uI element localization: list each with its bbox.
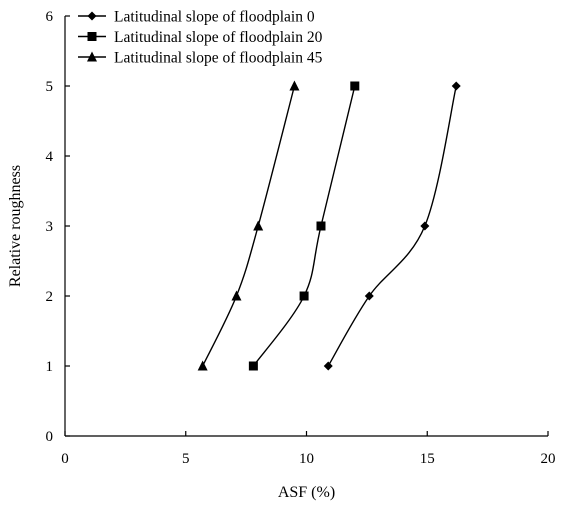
- series-1: [248, 81, 360, 371]
- x-tick-label: 15: [420, 451, 435, 467]
- data-point-2: [231, 290, 242, 301]
- data-point-0: [420, 221, 430, 231]
- data-point-1: [248, 361, 258, 371]
- x-tick-label: 0: [61, 451, 69, 467]
- x-ticks: 0 5 10 15 20: [61, 431, 556, 467]
- legend-marker-2: [87, 51, 97, 62]
- data-point-0: [323, 361, 333, 371]
- x-tick-label: 20: [541, 451, 556, 467]
- series-0: [323, 81, 461, 371]
- legend-item-0: Latitudinal slope of floodplain 0: [78, 9, 315, 26]
- series-layer: [197, 80, 461, 371]
- data-point-1: [350, 81, 360, 91]
- series-2: [197, 80, 300, 371]
- y-tick-label: 4: [46, 149, 54, 165]
- x-tick-label: 5: [182, 451, 190, 467]
- y-ticks: 0 1 2 3 4 5 6: [46, 9, 70, 445]
- data-point-2: [289, 80, 300, 91]
- y-tick-label: 3: [46, 219, 54, 235]
- data-point-1: [316, 221, 326, 231]
- y-tick-label: 0: [46, 429, 54, 445]
- data-point-0: [364, 291, 374, 301]
- data-point-1: [299, 291, 309, 301]
- x-tick-label: 10: [299, 451, 314, 467]
- series-line-2: [202, 85, 296, 367]
- legend-item-1: Latitudinal slope of floodplain 20: [78, 29, 323, 46]
- x-axis-title: ASF (%): [278, 484, 335, 501]
- series-line-0: [327, 85, 457, 367]
- y-tick-label: 5: [46, 79, 54, 95]
- legend: Latitudinal slope of floodplain 0 Latitud…: [78, 9, 323, 67]
- axes: [64, 16, 548, 437]
- legend-label-1: Latitudinal slope of floodplain 20: [114, 29, 323, 46]
- y-tick-label: 2: [46, 289, 54, 305]
- data-point-0: [451, 81, 461, 91]
- y-axis-title: Relative roughness: [7, 165, 24, 287]
- data-point-2: [197, 360, 208, 371]
- y-tick-label: 1: [46, 359, 54, 375]
- data-point-2: [253, 220, 264, 231]
- legend-label-0: Latitudinal slope of floodplain 0: [114, 9, 315, 26]
- legend-label-2: Latitudinal slope of floodplain 45: [114, 50, 323, 67]
- legend-marker-0: [87, 11, 97, 21]
- legend-item-2: Latitudinal slope of floodplain 45: [78, 50, 323, 67]
- y-tick-label: 6: [46, 9, 54, 25]
- legend-marker-1: [87, 32, 97, 41]
- series-line-1: [252, 85, 356, 367]
